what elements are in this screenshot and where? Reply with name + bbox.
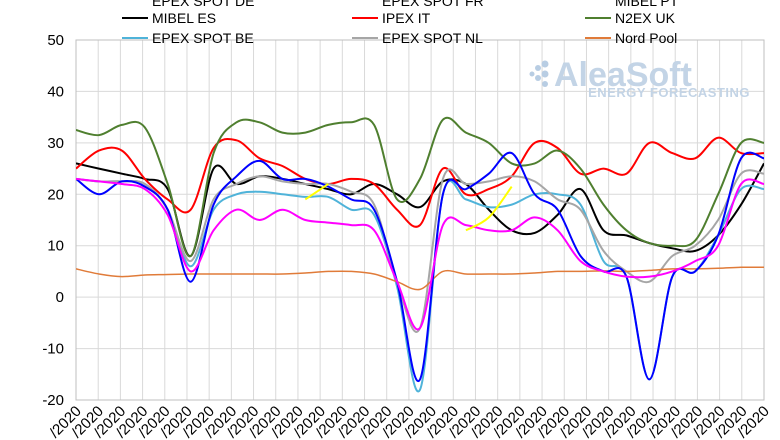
legend-label-partial: EPEX SPOT FR — [382, 0, 484, 9]
legend: EPEX SPOT DE EPEX SPOT FR MIBEL PT MIBEL ES… — [122, 0, 679, 46]
series-line-7 — [76, 177, 764, 331]
legend-label: EPEX SPOT BE — [152, 30, 254, 46]
y-tick-label: 30 — [47, 135, 64, 152]
y-tick-label: 10 — [47, 238, 64, 255]
plot-border — [75, 39, 765, 401]
watermark: AleaSoft ENERGY FORECASTING — [529, 56, 750, 100]
series-line-ipex-it — [76, 136, 764, 228]
legend-label: EPEX SPOT NL — [382, 30, 483, 46]
series-line-6 — [76, 151, 764, 383]
legend-label: MIBEL ES — [152, 10, 216, 26]
y-tick-label: -10 — [42, 341, 64, 358]
logo-dots-icon — [529, 60, 549, 87]
y-tick-label: 40 — [47, 83, 64, 100]
series-lines — [76, 116, 764, 393]
y-tick-label: 0 — [56, 289, 64, 306]
watermark-tagline: ENERGY FORECASTING — [588, 85, 750, 100]
series-line-nord-pool — [76, 266, 764, 291]
watermark-brand: AleaSoft — [554, 56, 692, 94]
series-line-n2ex-uk — [76, 116, 764, 258]
legend-label-partial: MIBEL PT — [615, 0, 679, 9]
legend-label-partial: EPEX SPOT DE — [152, 0, 254, 9]
legend-label: IPEX IT — [382, 10, 431, 26]
legend-label: Nord Pool — [615, 30, 677, 46]
y-tick-label: 20 — [47, 186, 64, 203]
x-axis: /2020/2020/2020/2020/2020/2020/2020/2020… — [46, 403, 773, 440]
y-tick-label: 50 — [47, 32, 64, 49]
series-line-8 — [304, 183, 329, 201]
legend-label: N2EX UK — [615, 10, 676, 26]
y-axis: -20 -10 0 10 20 30 40 50 — [42, 32, 64, 409]
y-tick-label: -20 — [42, 392, 64, 409]
series-line-8 — [465, 186, 513, 232]
